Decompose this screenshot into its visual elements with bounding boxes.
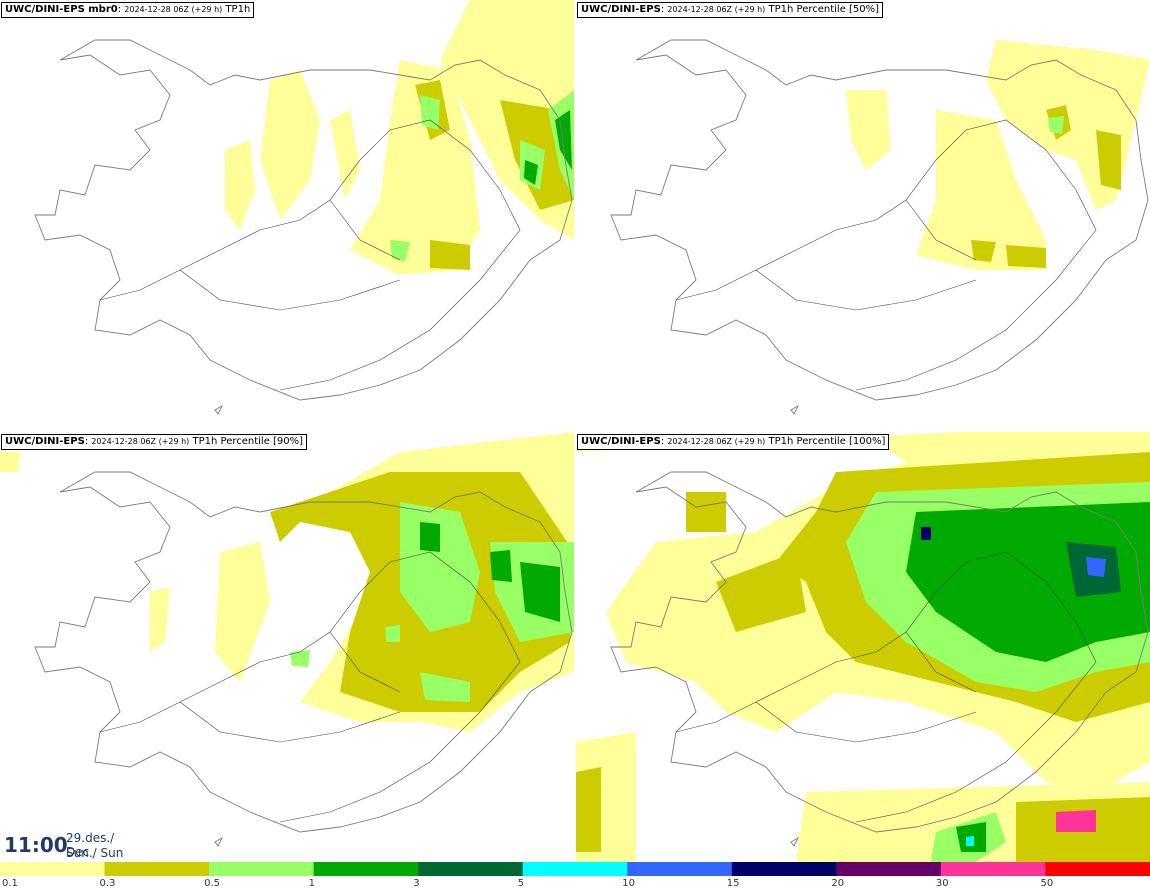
colorbar-swatch xyxy=(209,862,315,876)
map-panel-p50: UWC/DINI-EPS: 2024-12-28 06Z (+29 h) TP1… xyxy=(576,0,1150,430)
road-network xyxy=(675,551,1097,823)
panel-field: TP1h Percentile [90%] xyxy=(192,436,304,447)
precipitation-map xyxy=(576,432,1150,862)
colorbar-swatch xyxy=(836,862,942,876)
precip-overlay xyxy=(0,432,574,732)
colorbar-tick-label: 15 xyxy=(726,878,740,889)
panel-title: UWC/DINI-EPS: 2024-12-28 06Z (+29 h) TP1… xyxy=(577,2,884,18)
map-panel-p100: UWC/DINI-EPS: 2024-12-28 06Z (+29 h) TP1… xyxy=(576,432,1150,862)
precipitation-map xyxy=(34,0,574,415)
valid-time: 11:00 xyxy=(4,833,68,857)
panel-field: TP1h Percentile [50%] xyxy=(768,4,880,15)
colorbar-swatch xyxy=(522,862,628,876)
colorbar-tick-label: 0.1 xyxy=(2,878,18,889)
precipitation-map xyxy=(0,432,574,847)
colorbar-tick-label: 50 xyxy=(1040,878,1054,889)
precip-colorbar xyxy=(0,862,1150,876)
valid-date-line2: Sun./ Sun xyxy=(66,846,124,860)
colorbar-swatch xyxy=(104,862,210,876)
precipitation-map xyxy=(610,39,1150,415)
valid-date-line1: 29.des./ Dec xyxy=(66,831,115,859)
colorbar-swatch xyxy=(627,862,733,876)
colorbar-swatch xyxy=(0,862,106,876)
panel-title: UWC/DINI-EPS: 2024-12-28 06Z (+29 h) TP1… xyxy=(577,434,890,450)
colorbar-tick-label: 0.5 xyxy=(204,878,220,889)
panel-datetime: 2024-12-28 06Z (+29 h) xyxy=(667,5,766,14)
road-network xyxy=(99,119,521,391)
colorbar-swatch xyxy=(940,862,1046,876)
panel-title: UWC/DINI-EPS mbr0: 2024-12-28 06Z (+29 h… xyxy=(1,2,255,18)
panel-model: UWC/DINI-EPS xyxy=(581,4,661,15)
colorbar-tick-label: 0.3 xyxy=(99,878,116,889)
colorbar-swatch xyxy=(313,862,419,876)
colorbar-swatch xyxy=(418,862,524,876)
colorbar-tick-label: 20 xyxy=(831,878,845,889)
coastline xyxy=(34,39,573,415)
colorbar-tick-label: 1 xyxy=(308,878,315,889)
colorbar-swatch xyxy=(731,862,837,876)
precip-overlay xyxy=(225,0,574,275)
map-panel-p90: UWC/DINI-EPS: 2024-12-28 06Z (+29 h) TP1… xyxy=(0,432,574,862)
precip-overlay xyxy=(576,432,1150,862)
colorbar-swatch xyxy=(1045,862,1150,876)
coastline xyxy=(610,471,1149,847)
panel-model: UWC/DINI-EPS xyxy=(581,436,661,447)
panel-model: UWC/DINI-EPS mbr0 xyxy=(5,4,118,15)
precip-overlay xyxy=(846,40,1150,270)
panel-model: UWC/DINI-EPS xyxy=(5,436,85,447)
road-network xyxy=(675,119,1097,391)
colorbar-swatches xyxy=(0,862,1150,876)
panel-datetime: 2024-12-28 06Z (+29 h) xyxy=(124,5,223,14)
colorbar-tick-label: 10 xyxy=(622,878,636,889)
panel-datetime: 2024-12-28 06Z (+29 h) xyxy=(667,437,766,446)
panel-field: TP1h Percentile [100%] xyxy=(768,436,886,447)
valid-time-box: 11:00 29.des./ Dec Sun./ Sun xyxy=(0,828,134,862)
coastline xyxy=(610,39,1149,415)
panel-field: TP1h xyxy=(225,4,251,15)
colorbar-tick-label: 3 xyxy=(413,878,420,889)
road-network xyxy=(99,551,521,823)
coastline xyxy=(34,471,573,847)
colorbar-tick-label: 30 xyxy=(935,878,949,889)
map-panel-member0: UWC/DINI-EPS mbr0: 2024-12-28 06Z (+29 h… xyxy=(0,0,574,430)
colorbar-tick-label: 5 xyxy=(517,878,525,889)
panel-datetime: 2024-12-28 06Z (+29 h) xyxy=(91,437,190,446)
panel-title: UWC/DINI-EPS: 2024-12-28 06Z (+29 h) TP1… xyxy=(1,434,308,450)
panel-divider-horizontal xyxy=(0,430,1150,432)
